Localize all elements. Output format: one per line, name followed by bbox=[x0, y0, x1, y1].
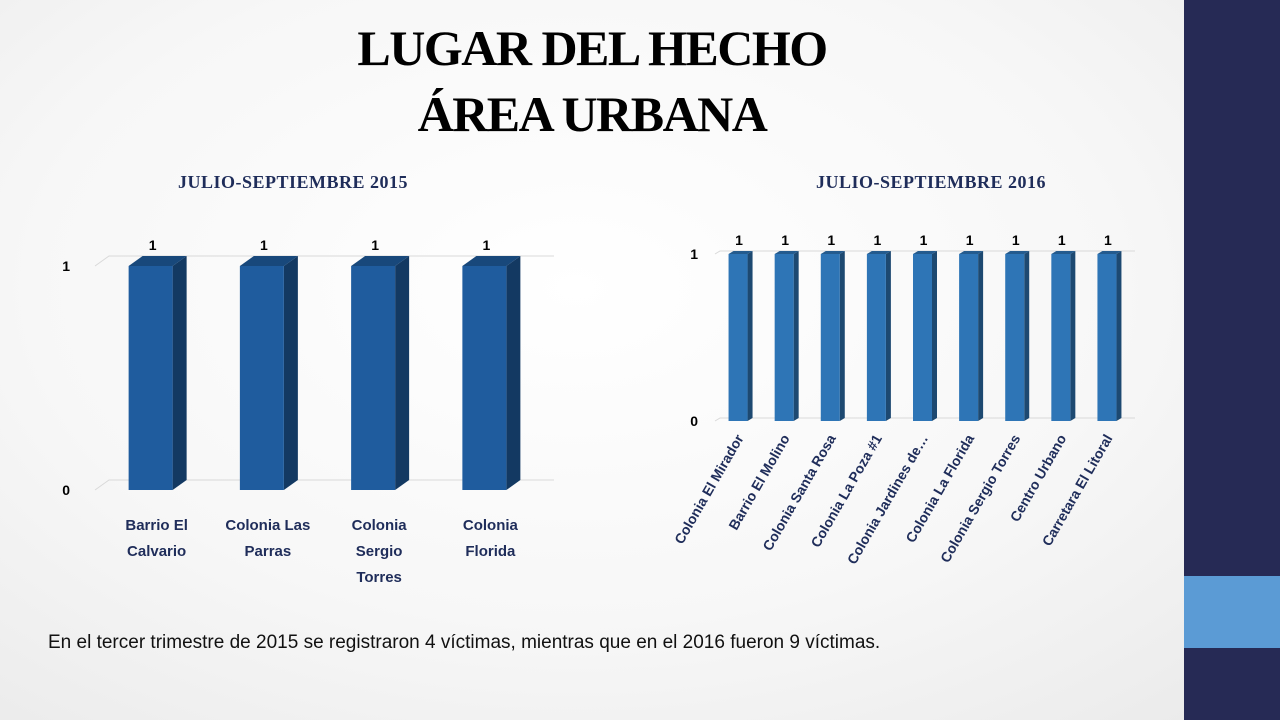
chart1-bar bbox=[128, 256, 187, 490]
chart2-category-label: Colonia Jardines de… bbox=[844, 432, 931, 567]
chart2-data-label: 1 bbox=[920, 232, 928, 248]
chart2-bar bbox=[866, 251, 891, 421]
chart1-bar bbox=[239, 256, 298, 490]
chart1-data-label: 1 bbox=[260, 237, 268, 253]
chart2-data-label: 1 bbox=[1058, 232, 1066, 248]
chart1-category-label: Colonia Florida bbox=[463, 517, 519, 560]
chart1-data-label: 1 bbox=[482, 237, 490, 253]
chart1-bar bbox=[351, 256, 410, 490]
chart2-category-label: Colonia Sergio Torres bbox=[937, 431, 1024, 565]
chart-2015-title: JULIO-SEPTIEMBRE 2015 bbox=[178, 172, 409, 192]
chart2-data-label: 1 bbox=[735, 232, 743, 248]
page-title-line1: LUGAR DEL HECHO bbox=[357, 20, 828, 76]
chart1-data-label: 1 bbox=[149, 237, 157, 253]
chart2-data-label: 1 bbox=[1104, 232, 1112, 248]
page-title-line2: ÁREA URBANA bbox=[417, 86, 768, 142]
chart2-bar bbox=[913, 251, 937, 421]
chart1-category-label: Barrio El Calvario bbox=[125, 517, 188, 560]
chart2-ytick: 0 bbox=[690, 413, 698, 429]
chart2-ytick: 1 bbox=[690, 246, 698, 262]
chart2-data-label: 1 bbox=[1012, 232, 1020, 248]
chart1-data-label: 1 bbox=[371, 237, 379, 253]
chart1-category-label: Colonia Sergio Torres bbox=[352, 517, 408, 586]
chart1-ytick: 1 bbox=[62, 258, 70, 274]
chart1-category-label: Colonia Las Parras bbox=[225, 517, 310, 560]
chart2-bar bbox=[774, 251, 799, 421]
chart2-bar bbox=[1051, 251, 1076, 421]
chart-2016-title: JULIO-SEPTIEMBRE 2016 bbox=[816, 172, 1047, 192]
chart2-bar bbox=[820, 251, 845, 421]
chart2-bar bbox=[728, 251, 753, 421]
chart-2015: 0 1 1 Barrio El Calvario 1 Colonia Las Parras 1 C… bbox=[62, 237, 554, 586]
chart2-data-label: 1 bbox=[827, 232, 835, 248]
chart2-data-label: 1 bbox=[966, 232, 974, 248]
chart2-bar bbox=[1097, 251, 1122, 421]
chart2-data-label: 1 bbox=[781, 232, 789, 248]
chart2-bar bbox=[959, 251, 984, 421]
chart1-ytick: 0 bbox=[62, 482, 70, 498]
chart2-gridline bbox=[714, 417, 1135, 422]
chart1-bar bbox=[462, 256, 521, 490]
chart2-bar bbox=[1005, 251, 1030, 421]
chart2-data-label: 1 bbox=[873, 232, 881, 248]
side-accent bbox=[1184, 576, 1280, 648]
chart2-gridline bbox=[714, 250, 1135, 255]
summary-text: En el tercer trimestre de 2015 se regist… bbox=[48, 632, 881, 653]
